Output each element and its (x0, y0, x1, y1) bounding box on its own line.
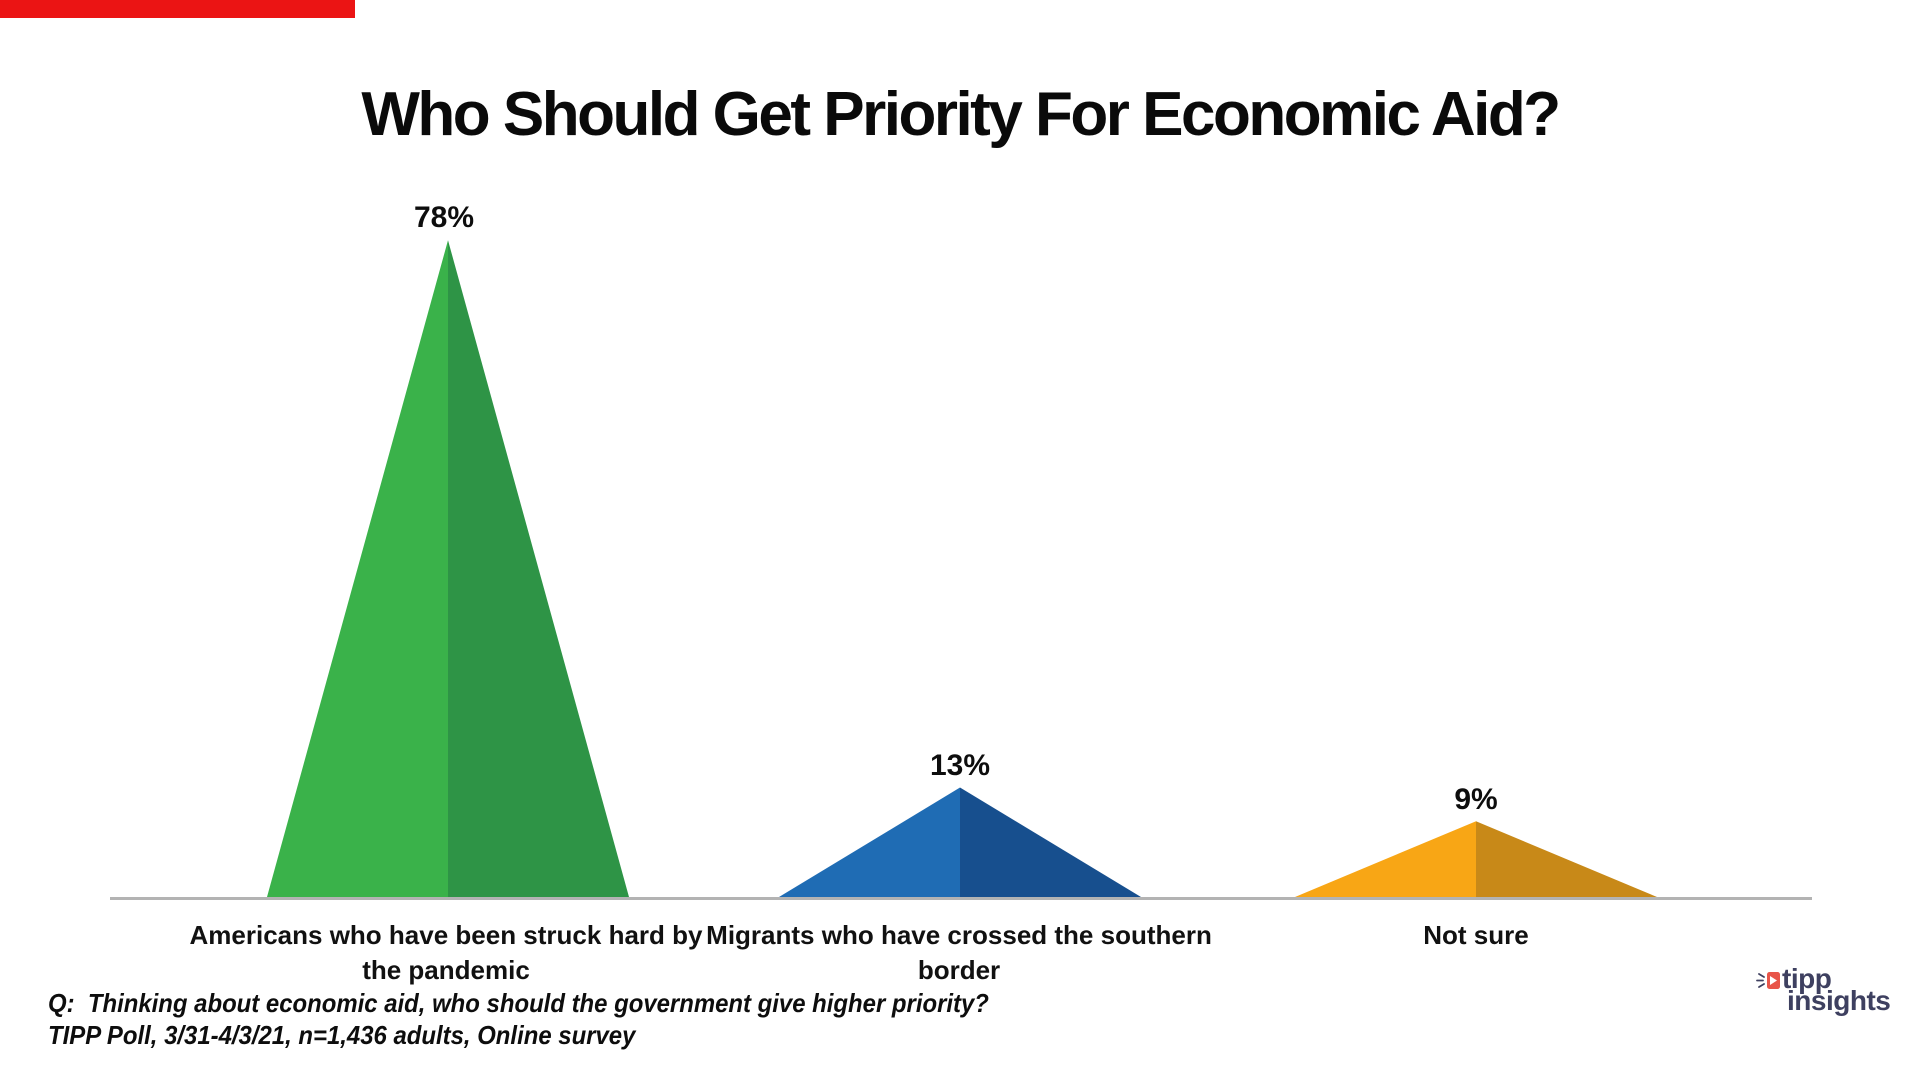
category-line: the pandemic (362, 955, 530, 985)
category-line: Not sure (1423, 920, 1529, 950)
top-progress-bar (0, 0, 355, 18)
value-label-migrants: 13% (929, 749, 991, 782)
category-line: Americans who have been struck hard by (189, 920, 703, 950)
tipp-insights-logo: tipp insights (1752, 963, 1912, 1023)
survey-question: Q: Thinking about economic aid, who shou… (48, 988, 989, 1018)
poll-source: TIPP Poll, 3/31-4/3/21, n=1,436 adults, … (48, 1020, 636, 1050)
category-line: border (917, 955, 1001, 985)
triangle-0-right (448, 240, 629, 898)
category-line: Migrants who have crossed the southern (706, 920, 1212, 950)
logo-word-tipp: tipp (1782, 963, 1832, 994)
triangle-1-left (779, 787, 960, 897)
triangle-1-right (960, 787, 1141, 897)
triangle-0-left (267, 240, 448, 898)
category-label-americans: Americans who have been struck hard by t… (186, 918, 706, 988)
triangle-2-left (1295, 821, 1476, 897)
chart-baseline (110, 897, 1812, 900)
logo-word-insights: insights (1787, 985, 1891, 1016)
category-label-migrants: Migrants who have crossed the southern b… (699, 918, 1219, 988)
category-label-notsure: Not sure (1216, 918, 1736, 953)
arrow-icon (1756, 972, 1780, 989)
triangle-2-right (1476, 821, 1657, 897)
value-label-americans: 78% (413, 201, 475, 234)
value-label-notsure: 9% (1454, 783, 1498, 816)
chart-title: Who Should Get Priority For Economic Aid… (361, 80, 1561, 149)
